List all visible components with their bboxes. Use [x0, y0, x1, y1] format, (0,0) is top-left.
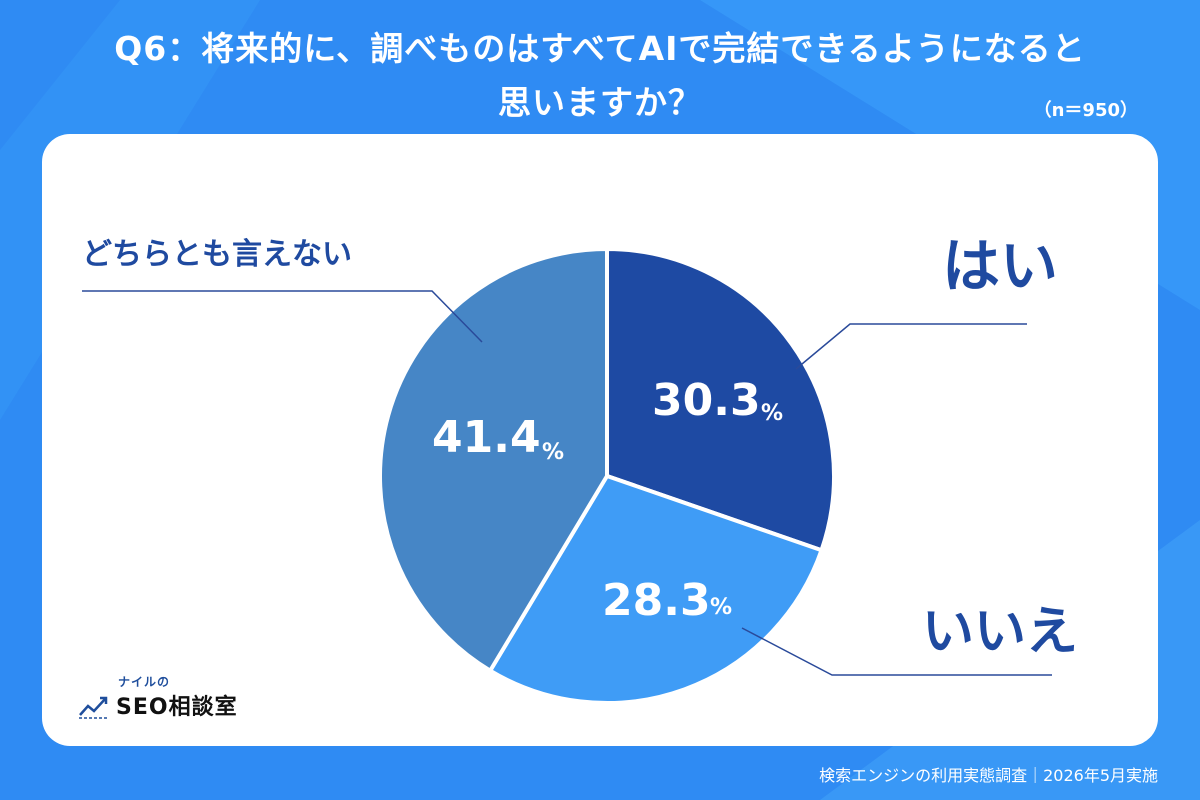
- trend-chart-icon: [79, 696, 109, 719]
- slice-unit-label: %: [710, 595, 732, 620]
- survey-footer: 検索エンジンの利用実態調査｜2026年5月実施: [819, 766, 1158, 785]
- logo-name: SEO相談室: [116, 695, 238, 720]
- slice-value-label: 41.4: [432, 412, 541, 463]
- logo: ナイルの SEO相談室: [78, 673, 238, 723]
- logo-subtitle: ナイルの: [118, 675, 171, 689]
- slice-category-label: はい: [942, 232, 1058, 300]
- chart-card: 30.3% はい 28.3% いいえ 41.4% どちらとも言えない: [42, 134, 1158, 746]
- pie-slice-3: [377, 247, 609, 673]
- slice-category-label: いいえ: [922, 602, 1078, 662]
- chart-title-line-1: Q6：将来的に、調べものはすべてAIで完結できるようになると: [114, 29, 1086, 68]
- leader-line: [741, 627, 1052, 676]
- slice-category-label: どちらとも言えない: [82, 237, 352, 272]
- pie-slice-1: [605, 247, 836, 553]
- slice-unit-label: %: [542, 440, 564, 465]
- leader-line: [795, 323, 1027, 370]
- slice-value-label: 30.3: [652, 375, 761, 426]
- pie-chart: 30.3 % はい 28.3% いいえ 41.4 % どちらとも言えない: [82, 232, 1078, 705]
- slice-unit-label: %: [761, 401, 783, 426]
- slice-value-label: 28.3: [602, 575, 711, 626]
- sample-size: （n＝950）: [1033, 100, 1138, 121]
- chart-title-line-2: 思いますか？: [498, 83, 702, 122]
- leader-line: [82, 290, 483, 343]
